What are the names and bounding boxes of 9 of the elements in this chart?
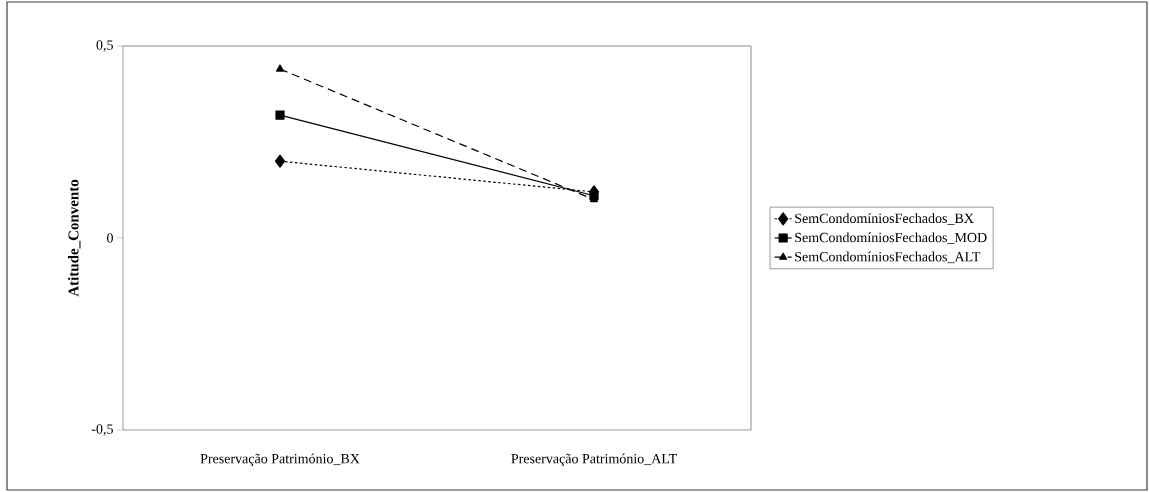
legend-label: SemCondomíniosFechados_ALT xyxy=(795,251,981,264)
y-tick-label: 0 xyxy=(107,233,113,243)
x-tick-label: Preservação Património_BX xyxy=(200,453,360,467)
y-axis-title: Atitude_Convento xyxy=(68,179,81,297)
x-tick-label: Preservação Património_ALT xyxy=(511,453,677,467)
legend-label: SemCondomíniosFechados_MOD xyxy=(795,232,987,244)
legend-label: SemCondomíniosFechados_BX xyxy=(795,213,974,225)
y-tick-label: 0,5 xyxy=(96,40,113,52)
y-tick-label: -0,5 xyxy=(91,424,113,436)
